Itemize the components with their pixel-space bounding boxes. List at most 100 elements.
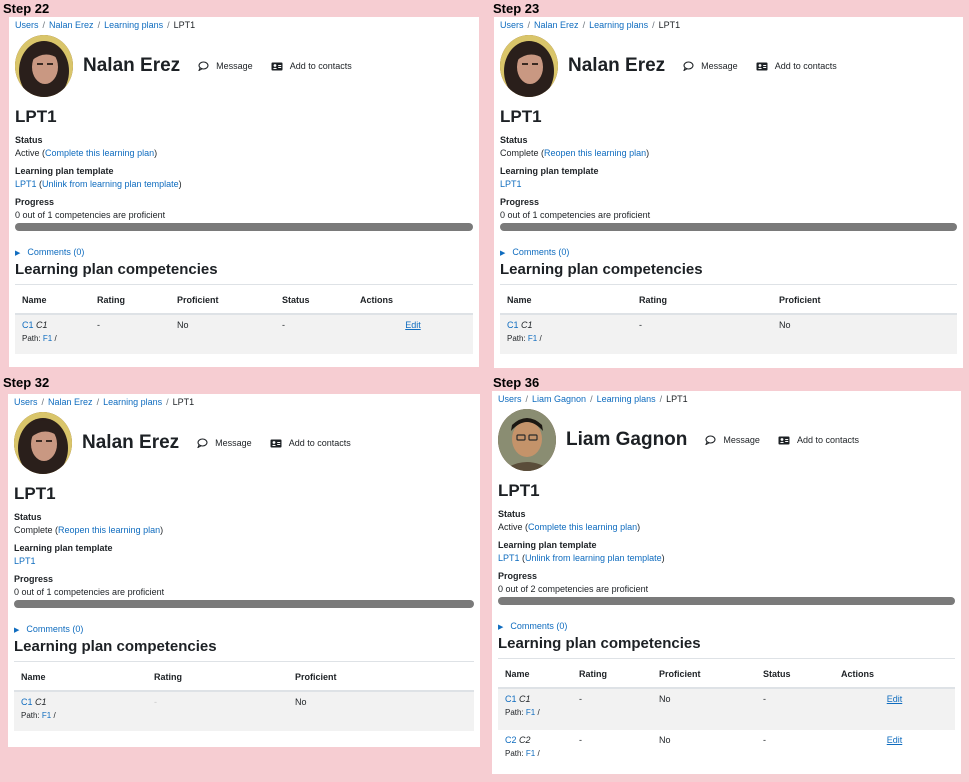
address-card-icon	[270, 439, 282, 448]
col-proficient: Proficient	[652, 661, 756, 689]
competencies-table: Name Rating Proficient Status Actions C1…	[15, 287, 473, 354]
col-rating: Rating	[632, 287, 772, 315]
speech-bubble-icon	[683, 61, 694, 71]
rating-cell: -	[579, 735, 582, 745]
edit-rating-link[interactable]: Edit	[886, 735, 903, 745]
status-cell: -	[756, 688, 834, 730]
comments-toggle[interactable]: ▶ Comments (0)	[500, 247, 570, 257]
framework-link[interactable]: F1	[525, 708, 536, 717]
col-name: Name	[498, 661, 572, 689]
complete-plan-link[interactable]: Complete this learning plan	[528, 522, 638, 532]
col-rating: Rating	[90, 287, 170, 315]
add-to-contacts-button[interactable]: Add to contacts	[756, 61, 837, 71]
template-value: LPT1 (Unlink from learning plan template…	[15, 179, 182, 189]
comments-toggle[interactable]: ▶ Comments (0)	[15, 247, 85, 257]
col-status: Status	[756, 661, 834, 689]
user-header: Nalan Erez Message Add to contacts	[15, 35, 473, 97]
progress-text: 0 out of 1 competencies are proficient	[15, 210, 166, 220]
progress-bar	[15, 223, 473, 231]
template-link[interactable]: LPT1	[498, 553, 520, 563]
breadcrumb: Users / Liam Gagnon / Learning plans / LPT1	[498, 394, 688, 404]
table-row: C1 C1 Path: F1 / - No - Edit	[498, 688, 955, 730]
competencies-heading: Learning plan competencies	[15, 261, 473, 285]
message-button[interactable]: Message	[705, 435, 760, 445]
competency-link[interactable]: C1	[505, 694, 517, 704]
reopen-plan-link[interactable]: Reopen this learning plan	[544, 148, 647, 158]
edit-rating-link[interactable]: Edit	[886, 694, 903, 704]
breadcrumb-learning-plans[interactable]: Learning plans	[104, 20, 164, 30]
step-label: Step 22	[3, 1, 50, 16]
framework-link[interactable]: F1	[525, 749, 536, 758]
col-proficient: Proficient	[170, 287, 275, 315]
col-actions: Actions	[353, 287, 473, 315]
col-name: Name	[14, 664, 147, 692]
template-link[interactable]: LPT1	[500, 179, 522, 189]
competency-link[interactable]: C1	[22, 320, 34, 330]
add-to-contacts-button[interactable]: Add to contacts	[778, 435, 859, 445]
breadcrumb-learning-plans[interactable]: Learning plans	[103, 397, 163, 407]
address-card-icon	[778, 436, 790, 445]
speech-bubble-icon	[197, 438, 208, 448]
breadcrumb-users[interactable]: Users	[498, 394, 522, 404]
competency-cell: C1 C1 Path: F1 /	[500, 314, 632, 354]
screenshot-panel: Users / Nalan Erez / Learning plans / LPT1 Nal…	[494, 17, 963, 368]
col-name: Name	[15, 287, 90, 315]
breadcrumb-users[interactable]: Users	[500, 20, 524, 30]
avatar[interactable]	[14, 412, 72, 474]
breadcrumb-user[interactable]: Nalan Erez	[534, 20, 579, 30]
message-button[interactable]: Message	[197, 438, 252, 448]
message-button[interactable]: Message	[683, 61, 738, 71]
add-to-contacts-button[interactable]: Add to contacts	[270, 438, 351, 448]
message-button[interactable]: Message	[198, 61, 253, 71]
comments-toggle[interactable]: ▶ Comments (0)	[14, 624, 84, 634]
competencies-heading: Learning plan competencies	[500, 261, 957, 285]
avatar-image	[14, 412, 72, 474]
framework-link[interactable]: F1	[42, 334, 53, 343]
status-value: Active (Complete this learning plan)	[15, 148, 158, 158]
breadcrumb-current: LPT1	[658, 20, 681, 30]
unlink-template-link[interactable]: Unlink from learning plan template	[525, 553, 662, 563]
breadcrumb-users[interactable]: Users	[14, 397, 38, 407]
avatar[interactable]	[498, 409, 556, 471]
avatar[interactable]	[15, 35, 73, 97]
step-label: Step 23	[493, 1, 540, 16]
template-heading: Learning plan template	[15, 166, 114, 176]
breadcrumb-user[interactable]: Liam Gagnon	[532, 394, 587, 404]
status-heading: Status	[15, 135, 43, 145]
step-label: Step 36	[493, 375, 540, 390]
message-label: Message	[215, 438, 252, 448]
edit-rating-link[interactable]: Edit	[405, 320, 421, 330]
breadcrumb-user[interactable]: Nalan Erez	[49, 20, 94, 30]
caret-right-icon: ▶	[500, 250, 506, 257]
framework-link[interactable]: F1	[527, 334, 538, 343]
message-label: Message	[723, 435, 760, 445]
caret-right-icon: ▶	[14, 627, 20, 634]
competency-link[interactable]: C1	[507, 320, 519, 330]
user-fullname: Nalan Erez	[83, 55, 181, 76]
avatar[interactable]	[500, 35, 558, 97]
add-to-contacts-button[interactable]: Add to contacts	[271, 61, 352, 71]
framework-link[interactable]: F1	[41, 711, 52, 720]
breadcrumb-user[interactable]: Nalan Erez	[48, 397, 93, 407]
status-heading: Status	[498, 509, 526, 519]
breadcrumb-users[interactable]: Users	[15, 20, 39, 30]
breadcrumb-learning-plans[interactable]: Learning plans	[589, 20, 649, 30]
progress-heading: Progress	[500, 197, 540, 207]
competency-link[interactable]: C2	[505, 735, 517, 745]
template-heading: Learning plan template	[498, 540, 597, 550]
status-value: Complete (Reopen this learning plan)	[500, 148, 650, 158]
unlink-template-link[interactable]: Unlink from learning plan template	[42, 179, 179, 189]
reopen-plan-link[interactable]: Reopen this learning plan	[58, 525, 161, 535]
template-link[interactable]: LPT1	[15, 179, 37, 189]
complete-plan-link[interactable]: Complete this learning plan	[45, 148, 155, 158]
competencies-table: Name Rating Proficient C1 C1 Path: F1 / -…	[14, 664, 474, 731]
competency-link[interactable]: C1	[21, 697, 33, 707]
breadcrumb: Users / Nalan Erez / Learning plans / LPT1	[14, 397, 195, 407]
add-to-contacts-label: Add to contacts	[289, 61, 352, 71]
template-link[interactable]: LPT1	[14, 556, 36, 566]
comments-toggle[interactable]: ▶ Comments (0)	[498, 621, 568, 631]
breadcrumb-learning-plans[interactable]: Learning plans	[596, 394, 656, 404]
actions-cell: Edit	[834, 688, 955, 730]
screenshot-panel: Users / Nalan Erez / Learning plans / LPT1 Nal…	[8, 394, 480, 747]
competency-cell: C2 C2 Path: F1 /	[505, 735, 540, 758]
